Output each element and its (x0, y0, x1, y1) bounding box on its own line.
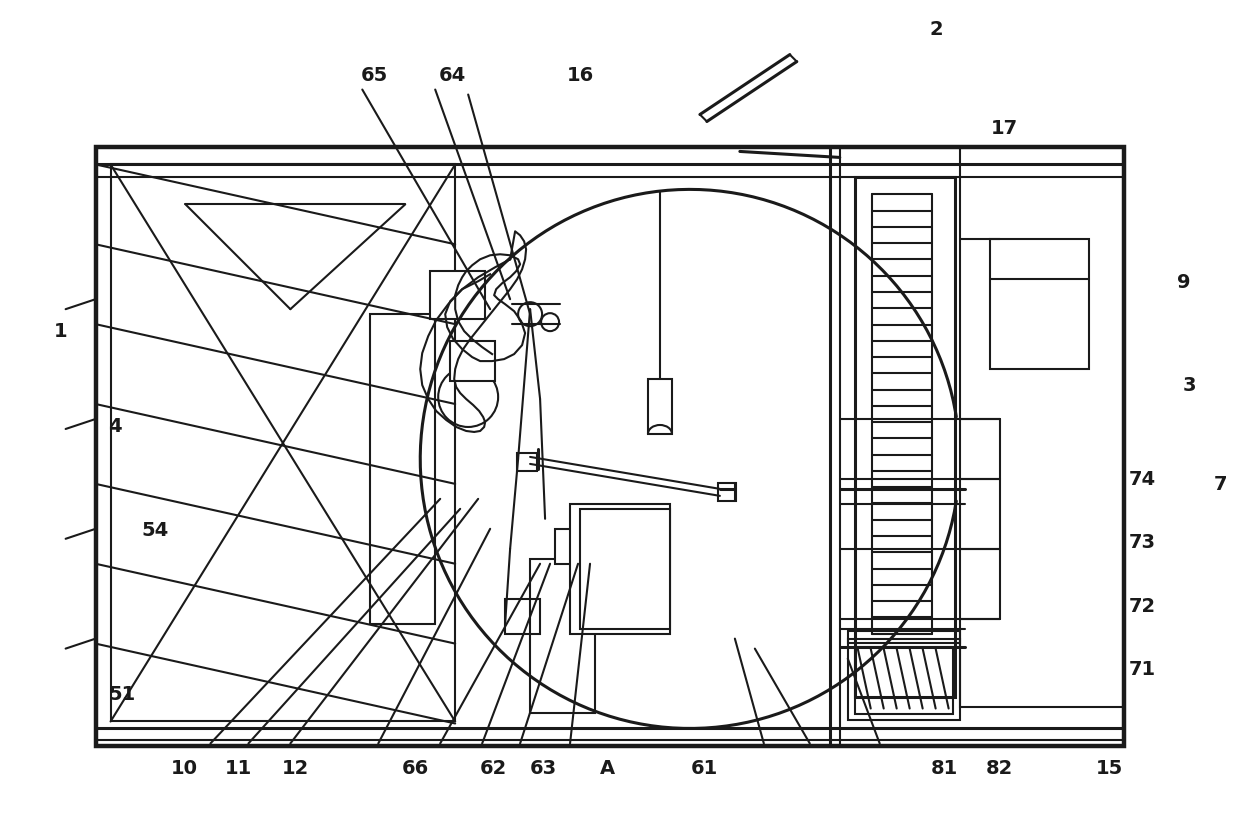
Bar (990, 240, 1090, 369)
Text: 72: 72 (1130, 596, 1156, 615)
Text: 62: 62 (480, 758, 507, 777)
Text: 16: 16 (567, 65, 594, 84)
Bar (848, 639, 960, 720)
Text: A: A (600, 758, 615, 777)
Text: 11: 11 (224, 758, 252, 777)
Text: 73: 73 (1130, 532, 1156, 551)
Text: 54: 54 (141, 520, 169, 539)
Text: 4: 4 (108, 417, 122, 436)
Text: 61: 61 (691, 758, 718, 777)
Text: 17: 17 (991, 119, 1018, 138)
Text: 71: 71 (1130, 659, 1156, 678)
Text: 7: 7 (1214, 474, 1228, 493)
Text: 12: 12 (281, 758, 309, 777)
Text: 1: 1 (53, 322, 67, 341)
Bar (505, 599, 541, 634)
Text: 65: 65 (361, 65, 388, 84)
Bar (371, 315, 435, 623)
Text: 9: 9 (1177, 272, 1190, 291)
Bar (649, 379, 672, 435)
Text: 10: 10 (171, 758, 197, 777)
Bar (531, 559, 595, 714)
Bar (570, 504, 670, 634)
Text: 82: 82 (986, 758, 1013, 777)
Text: 3: 3 (1183, 376, 1197, 395)
Bar (580, 509, 670, 629)
Bar (960, 148, 1125, 706)
Text: 63: 63 (529, 758, 557, 777)
Bar (430, 272, 485, 320)
Bar (95, 148, 1125, 747)
Bar (517, 454, 537, 471)
Text: 74: 74 (1130, 469, 1156, 488)
Text: 81: 81 (931, 758, 959, 777)
Bar (854, 178, 955, 696)
Bar (718, 484, 735, 501)
Text: 2: 2 (929, 20, 942, 39)
Bar (556, 529, 603, 564)
Bar (450, 342, 495, 382)
Bar (110, 166, 455, 722)
Text: 64: 64 (439, 65, 466, 84)
Text: 66: 66 (402, 758, 429, 777)
Bar (848, 631, 960, 643)
Text: 15: 15 (1096, 758, 1123, 777)
Text: 51: 51 (108, 684, 135, 703)
Bar (854, 647, 952, 715)
